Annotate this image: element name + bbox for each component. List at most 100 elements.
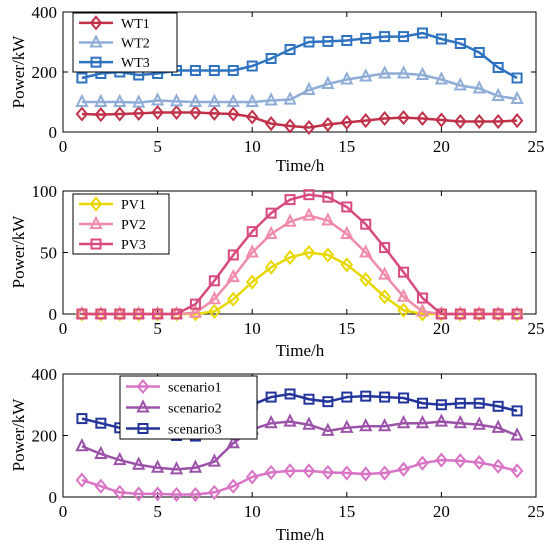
x-tick-label: 15 <box>338 502 355 521</box>
data-point <box>510 463 524 479</box>
data-point <box>226 291 240 307</box>
data-point <box>396 65 411 79</box>
data-point <box>264 414 278 429</box>
x-tick-label: 10 <box>244 319 261 338</box>
legend-marker <box>136 378 150 395</box>
data-point <box>510 306 524 322</box>
x-tick-label: 10 <box>244 502 261 521</box>
data-point <box>208 484 221 500</box>
data-point <box>189 298 201 310</box>
data-point <box>453 414 467 429</box>
series-line <box>81 111 518 129</box>
data-point <box>245 469 259 485</box>
data-point <box>472 306 486 322</box>
data-point <box>75 106 89 122</box>
data-point <box>379 242 391 254</box>
data-point <box>188 304 203 318</box>
series-line <box>81 251 518 316</box>
data-point <box>473 47 485 58</box>
data-point <box>188 459 203 473</box>
data-point <box>75 93 89 107</box>
data-point <box>75 472 89 488</box>
x-tick-label: 5 <box>153 319 162 338</box>
x-axis-label: Time/h <box>276 525 325 544</box>
data-point <box>302 416 316 430</box>
legend-marker <box>136 399 150 413</box>
legend-marker <box>89 215 103 229</box>
legend-label: WT3 <box>121 56 150 71</box>
series-line <box>81 31 518 80</box>
data-point <box>396 288 411 302</box>
data-point <box>398 266 410 278</box>
data-point <box>398 31 410 43</box>
data-point <box>170 486 183 503</box>
y-axis-label: Power/kW <box>9 215 28 289</box>
x-axis-label: Time/h <box>276 156 325 175</box>
data-point <box>492 400 504 412</box>
x-tick-label: 25 <box>528 502 545 521</box>
y-tick-label: 200 <box>32 427 58 446</box>
legend-marker <box>89 34 103 48</box>
data-point <box>245 93 259 107</box>
data-point <box>94 93 108 107</box>
chart-panel-scenarios: Power/kW Time/h 0 5 10 15 20 25 0 200 400 scenari… <box>9 365 545 544</box>
legend-marker <box>89 196 103 212</box>
data-point <box>360 218 372 230</box>
y-tick-label: 200 <box>32 63 58 82</box>
data-point <box>189 65 201 76</box>
data-point <box>283 413 297 427</box>
data-point <box>341 201 353 213</box>
data-point <box>75 306 89 322</box>
data-point <box>511 405 523 417</box>
data-point <box>322 191 334 203</box>
data-point <box>151 486 164 502</box>
data-point <box>226 434 240 449</box>
data-point <box>340 71 354 85</box>
data-point <box>435 33 447 45</box>
x-tick-label: 0 <box>59 137 68 156</box>
data-point <box>321 75 335 89</box>
data-point <box>396 414 411 429</box>
data-point <box>341 391 353 403</box>
data-point <box>76 72 88 84</box>
data-point <box>302 463 316 479</box>
data-point <box>416 455 429 471</box>
data-point <box>114 308 126 320</box>
y-axis-label: Power/kW <box>9 35 28 109</box>
data-point <box>397 302 410 318</box>
data-point <box>302 81 316 95</box>
data-point <box>302 244 316 261</box>
data-point <box>472 113 486 130</box>
data-point <box>415 303 430 317</box>
x-tick-label: 15 <box>338 137 355 156</box>
data-point <box>454 453 467 469</box>
data-point <box>510 427 524 441</box>
data-point <box>264 259 278 275</box>
data-point <box>75 438 89 452</box>
legend-label: WT1 <box>121 17 150 32</box>
data-point <box>398 392 410 404</box>
data-point <box>113 484 127 500</box>
legend: scenario1 scenario2 scenario3 <box>119 375 258 440</box>
data-point <box>511 72 523 84</box>
data-point <box>454 113 467 130</box>
data-point <box>283 118 297 134</box>
legend-marker <box>90 238 102 250</box>
data-point <box>226 478 240 494</box>
data-point <box>76 308 88 320</box>
data-point <box>472 80 486 94</box>
data-point <box>113 451 127 466</box>
data-point <box>207 453 221 467</box>
legend-label: scenario2 <box>168 402 222 417</box>
data-point <box>245 244 259 258</box>
data-point <box>265 207 277 219</box>
data-point <box>284 194 296 206</box>
data-point <box>359 466 373 482</box>
data-point <box>491 87 505 101</box>
data-point <box>360 32 372 44</box>
data-point <box>171 308 183 320</box>
data-point <box>359 68 373 82</box>
legend: PV1 PV2 PV3 <box>72 193 170 255</box>
legend-label: PV3 <box>121 238 146 253</box>
